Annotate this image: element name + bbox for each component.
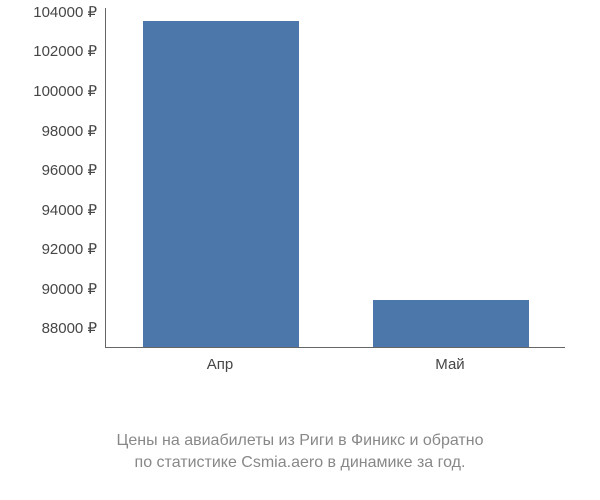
- x-tick-label: Май: [435, 356, 464, 373]
- x-tick-label: Апр: [207, 356, 233, 373]
- y-tick-label: 94000 ₽: [42, 201, 97, 219]
- y-tick-label: 98000 ₽: [42, 122, 97, 140]
- plot-region: [105, 8, 565, 348]
- caption-line-1: Цены на авиабилеты из Риги в Финикс и об…: [0, 430, 600, 452]
- chart-caption: Цены на авиабилеты из Риги в Финикс и об…: [0, 430, 600, 473]
- bar: [373, 300, 529, 347]
- y-tick-label: 88000 ₽: [42, 319, 97, 337]
- y-tick-label: 102000 ₽: [33, 42, 97, 60]
- caption-line-2: по статистике Csmia.aero в динамике за г…: [0, 452, 600, 474]
- y-tick-label: 104000 ₽: [33, 3, 97, 21]
- bar: [143, 21, 299, 347]
- chart-area: 88000 ₽90000 ₽92000 ₽94000 ₽96000 ₽98000…: [105, 8, 565, 378]
- y-tick-label: 100000 ₽: [33, 82, 97, 100]
- y-tick-label: 90000 ₽: [42, 280, 97, 298]
- y-tick-label: 92000 ₽: [42, 240, 97, 258]
- y-tick-label: 96000 ₽: [42, 161, 97, 179]
